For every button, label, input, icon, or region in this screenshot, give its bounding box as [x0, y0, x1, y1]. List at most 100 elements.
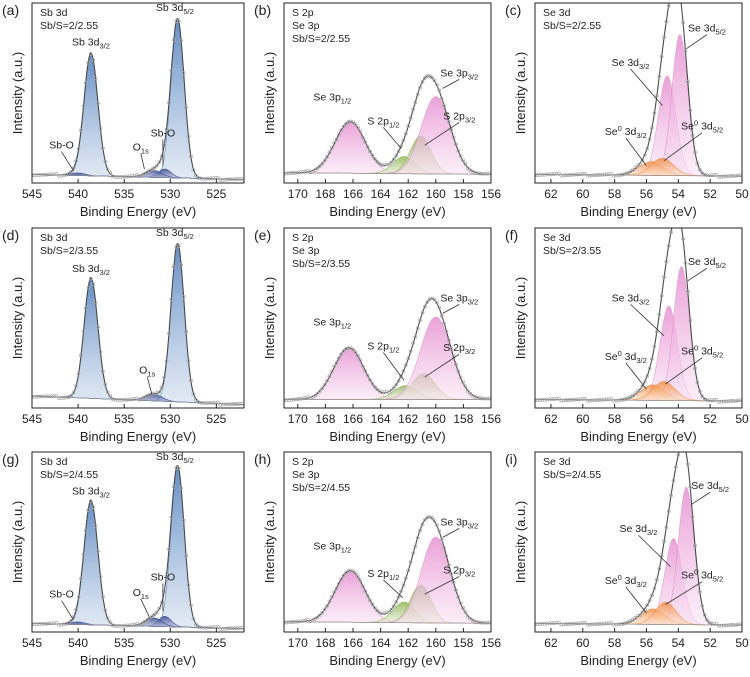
data-point: [164, 573, 169, 578]
data-point: [127, 397, 132, 402]
data-point: [554, 620, 559, 625]
data-point: [358, 357, 363, 362]
data-point: [721, 174, 726, 179]
data-point: [37, 173, 42, 177]
data-point: [52, 394, 56, 398]
data-point: [437, 305, 442, 310]
peak-sb-3d3-2-0: [32, 277, 244, 405]
data-point: [561, 173, 566, 178]
data-point: [213, 625, 218, 629]
data-point: [611, 623, 616, 627]
x-tick-label: 62: [544, 412, 558, 426]
data-point: [633, 616, 638, 620]
data-point: [717, 400, 721, 404]
data-point: [313, 617, 317, 621]
data-point: [590, 622, 595, 627]
panel-info: Sb/S=2/3.55: [40, 245, 98, 257]
data-point: [719, 174, 724, 179]
data-point: [320, 610, 325, 615]
data-point: [103, 608, 108, 613]
peak-annotation: Se 3d3/2: [620, 523, 658, 537]
panel-info: Sb/S=2/4.55: [543, 469, 601, 481]
annotation-arrow: [383, 579, 403, 598]
data-point: [652, 344, 657, 349]
panel-label: (g): [2, 451, 19, 467]
data-point: [666, 243, 671, 248]
data-point: [322, 158, 327, 163]
data-point: [218, 627, 223, 631]
data-point: [235, 177, 240, 181]
data-point: [154, 610, 159, 614]
data-point: [697, 389, 702, 394]
data-point: [79, 128, 83, 132]
data-point: [439, 314, 444, 318]
data-point: [406, 356, 411, 361]
data-point: [650, 593, 654, 598]
data-point: [32, 622, 34, 627]
x-axis-title: Binding Energy (eV): [580, 429, 696, 444]
peak-annotation: S 2p3/2: [443, 110, 475, 124]
x-tick-label: 158: [453, 636, 473, 650]
data-point: [384, 162, 389, 167]
data-point: [552, 172, 556, 176]
data-point: [329, 369, 334, 374]
data-point: [127, 174, 132, 179]
x-axis-title: Binding Energy (eV): [329, 653, 445, 668]
data-point: [662, 35, 666, 40]
data-point: [609, 397, 614, 401]
data-point: [611, 399, 616, 403]
data-point: [430, 516, 434, 520]
data-point: [108, 619, 113, 624]
data-point: [602, 172, 607, 177]
data-point: [389, 388, 394, 393]
data-point: [688, 108, 693, 113]
data-point: [604, 172, 609, 177]
data-point: [695, 380, 700, 385]
data-point: [329, 594, 334, 599]
data-point: [700, 604, 705, 608]
data-point: [313, 168, 317, 172]
data-point: [174, 19, 179, 23]
data-point: [69, 618, 73, 623]
data-point: [81, 104, 86, 109]
data-point: [147, 169, 152, 173]
peak-annotation: Sb-O: [151, 571, 176, 583]
annotation-arrow: [690, 491, 711, 506]
data-point: [604, 397, 609, 402]
plot-area: [284, 296, 491, 403]
data-point: [602, 621, 607, 626]
data-point: [423, 76, 427, 80]
peak-annotation: Se 3d5/2: [691, 480, 729, 494]
data-point: [349, 119, 353, 124]
data-point: [564, 622, 568, 627]
data-point: [714, 173, 719, 177]
data-point: [485, 620, 489, 625]
data-point: [415, 92, 420, 97]
peak-annotation: S 2p1/2: [367, 568, 399, 582]
y-axis-title: Intensity (a.u.): [262, 277, 277, 359]
data-point: [216, 400, 220, 405]
x-tick-label: 156: [481, 412, 501, 426]
data-point: [332, 589, 337, 594]
x-tick-label: 525: [206, 187, 226, 201]
data-point: [184, 105, 188, 110]
x-axis-title: Binding Energy (eV): [80, 204, 196, 219]
data-point: [418, 85, 422, 90]
data-point: [588, 173, 592, 178]
panel-info: Se 3d: [543, 232, 571, 244]
peak-annotation: O1s: [139, 365, 155, 379]
data-point: [559, 398, 564, 403]
data-point: [150, 614, 154, 619]
data-point: [91, 57, 96, 62]
data-point: [86, 60, 91, 65]
annotation-arrow: [630, 304, 665, 337]
x-axis-title: Binding Energy (eV): [329, 204, 445, 219]
data-point: [284, 398, 289, 403]
data-point: [633, 165, 638, 170]
x-tick-label: 60: [576, 187, 590, 201]
peak-annotation: Sb 3d5/2: [156, 227, 194, 241]
data-point: [334, 361, 339, 366]
peak-annotation: Se 3d3/2: [612, 57, 650, 71]
data-point: [35, 394, 39, 399]
data-point: [74, 607, 78, 612]
